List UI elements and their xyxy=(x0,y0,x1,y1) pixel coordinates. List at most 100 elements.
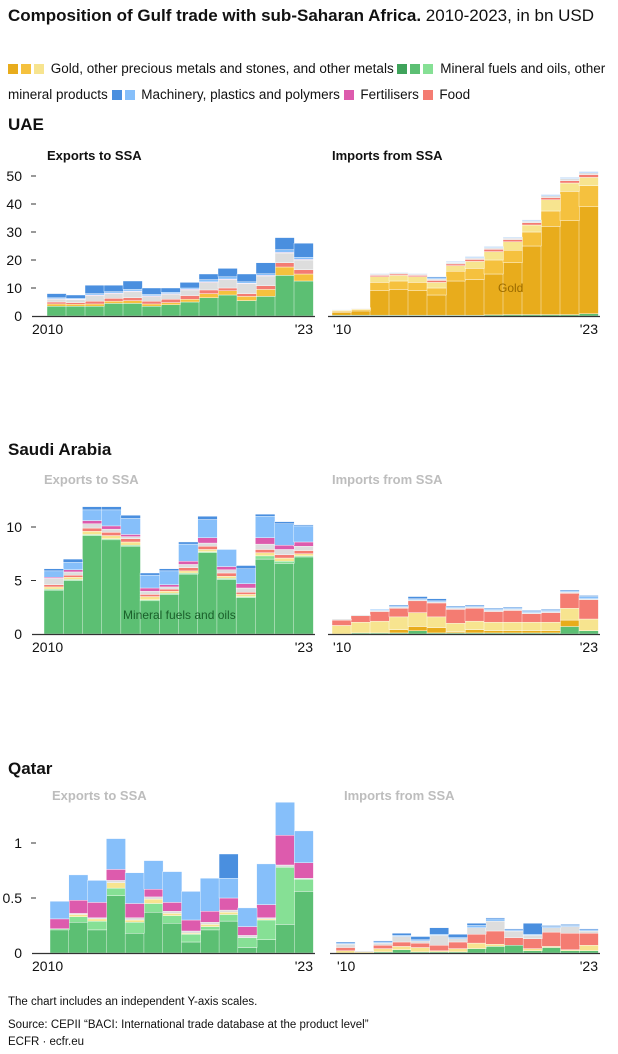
bar-segment-gold_light xyxy=(369,620,390,634)
bar-segment-food xyxy=(197,546,218,550)
bar-segment-mach_light xyxy=(235,568,256,584)
bar-segment-gold xyxy=(445,280,466,316)
bar-segment-other xyxy=(217,279,238,289)
bar-segment-gold_light xyxy=(43,586,64,590)
bar-segment-mach_dark xyxy=(466,923,487,926)
bar-segment-mach_dark xyxy=(429,927,449,935)
bar-segment-gold_light xyxy=(274,557,295,562)
bar-segment-gold_light xyxy=(426,616,447,628)
bar-segment-fuels xyxy=(198,297,219,317)
bar-segment-food xyxy=(388,273,409,276)
bar-segment-gold_mid xyxy=(369,282,390,291)
bar-segment-gold_light xyxy=(485,944,506,947)
bar-segment-food xyxy=(178,567,199,572)
bar-segment-food xyxy=(103,298,124,302)
x-tick-label-start: 2010 xyxy=(32,639,63,655)
bar-segment-food xyxy=(274,554,295,559)
bar-segment-other xyxy=(255,543,276,550)
bar-segment-gold_mid xyxy=(350,309,371,312)
bar-segment-mach_dark xyxy=(43,568,64,572)
bar-segment-mach_dark xyxy=(160,287,181,293)
bar-segment-food xyxy=(373,945,393,949)
legend-swatch xyxy=(8,64,18,74)
bar-segment-mach_dark xyxy=(560,924,580,926)
bar-segment-fert xyxy=(87,902,107,919)
legend: Gold, other precious metals and stones, … xyxy=(8,56,618,108)
legend-label: Food xyxy=(435,87,471,102)
x-tick-label-end: '23 xyxy=(580,321,598,337)
bar-segment-mach_light xyxy=(274,249,295,253)
bar-segment-mach_light xyxy=(293,257,314,260)
y-tick-label: 5 xyxy=(14,573,22,589)
bar-segment-gold_light xyxy=(159,591,180,594)
bar-segment-mach_light xyxy=(120,518,141,535)
x-tick-label-start: '10 xyxy=(333,639,351,655)
bar-segment-gold_light xyxy=(87,918,107,922)
bar-segment-gold_mid xyxy=(103,300,124,304)
bar-segment-mach_light xyxy=(237,907,258,927)
bar-segment-gold_light xyxy=(410,947,431,953)
bar-segment-gold_light xyxy=(350,622,371,634)
bar-segment-food xyxy=(426,280,447,283)
bar-segment-gold xyxy=(464,279,485,316)
bar-segment-other xyxy=(466,927,487,935)
bar-segment-mach_dark xyxy=(504,928,524,931)
bar-segment-gold_light xyxy=(445,623,466,633)
bar-segment-other xyxy=(331,618,352,621)
bar-segment-other xyxy=(560,926,580,934)
bar-segment-mach_dark xyxy=(82,506,103,511)
bar-segment-mach_light xyxy=(106,838,126,870)
bar-segment-gold xyxy=(559,220,580,315)
bar-segment-gold_light xyxy=(235,594,256,597)
country-title-qatar: Qatar xyxy=(8,759,53,778)
bar-segment-gold_mid xyxy=(179,299,200,303)
bar-segment-gold_light xyxy=(331,625,352,635)
bar-segment-other xyxy=(179,289,200,296)
saudi-imports-title: Imports from SSA xyxy=(332,472,443,487)
bar-segment-mach_dark xyxy=(274,237,295,250)
bar-segment-other xyxy=(159,586,180,590)
bar-segment-mach_light xyxy=(198,279,219,283)
bar-segment-fuels xyxy=(274,563,295,635)
bar-segment-mach_dark xyxy=(122,280,143,290)
bar-segment-fuels_light xyxy=(181,934,201,943)
bar-segment-gold_mid xyxy=(198,293,219,299)
footnote: The chart includes an independent Y-axis… xyxy=(8,996,258,1008)
x-tick-label-end: '23 xyxy=(580,639,598,655)
bar-segment-fuels_light xyxy=(237,937,258,948)
bar-segment-gold_light xyxy=(483,251,504,261)
legend-swatch xyxy=(422,90,433,100)
bar-segment-other xyxy=(237,935,258,938)
bar-segment-fuels_light xyxy=(218,914,239,922)
bar-segment-fuels xyxy=(49,929,70,954)
bar-segment-food xyxy=(483,249,504,252)
bar-segment-food xyxy=(559,180,580,184)
bar-segment-mach_light xyxy=(217,276,238,280)
bar-segment-fuels xyxy=(124,933,145,954)
bar-segment-mach_dark xyxy=(120,515,141,519)
bar-segment-mach_dark xyxy=(335,941,356,944)
legend-item: Mineral fuels and oils, other mineral pr… xyxy=(8,61,605,102)
x-tick-label-end: '23 xyxy=(295,958,313,974)
bar-segment-fuels xyxy=(236,300,257,317)
bar-segment-mach_dark xyxy=(141,287,162,295)
bar-segment-other xyxy=(122,291,143,299)
bar-segment-gold_light xyxy=(407,612,428,627)
bar-segment-fuels xyxy=(103,303,124,317)
bar-segment-food xyxy=(101,532,122,536)
bar-segment-other xyxy=(198,282,219,291)
bar-segment-food xyxy=(63,574,84,578)
bar-segment-mach_dark xyxy=(159,568,180,572)
bar-segment-mach_light xyxy=(159,570,180,585)
bar-segment-other xyxy=(106,880,126,883)
bar-segment-gold_light xyxy=(464,261,485,269)
bar-segment-food xyxy=(255,285,276,290)
bar-segment-fuels xyxy=(68,922,89,954)
bar-segment-fuels xyxy=(216,579,237,635)
bar-segment-mach_light xyxy=(160,292,181,294)
bar-segment-mach_dark xyxy=(445,261,466,263)
bar-segment-food xyxy=(236,293,257,297)
bar-segment-fuels_light xyxy=(275,867,295,925)
bar-segment-other xyxy=(235,587,256,593)
bar-segment-mach_light xyxy=(82,509,103,521)
